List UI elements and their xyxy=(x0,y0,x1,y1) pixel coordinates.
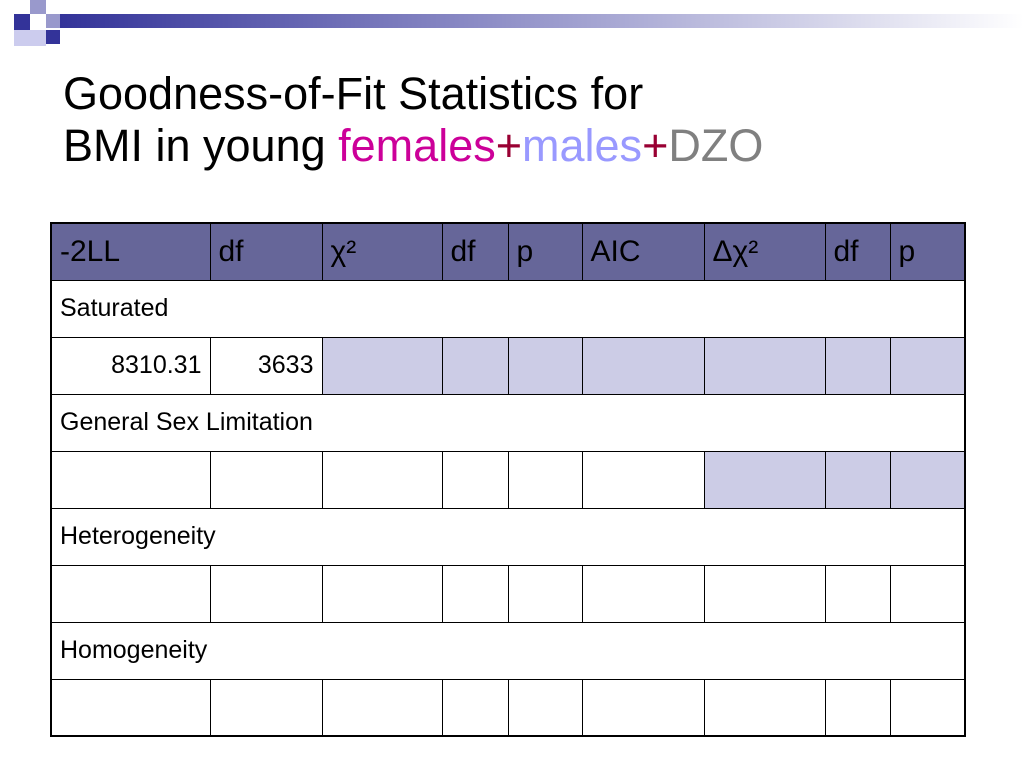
title-dzo: DZO xyxy=(668,120,764,171)
data-cell xyxy=(703,450,826,509)
header-cell: df xyxy=(209,222,323,281)
decor-square xyxy=(46,30,60,44)
title-text: BMI in young xyxy=(63,120,339,171)
data-cell xyxy=(321,336,443,395)
section-row: Saturated xyxy=(50,279,966,338)
section-row: Homogeneity xyxy=(50,621,966,680)
section-label: Saturated xyxy=(50,279,966,338)
data-cell xyxy=(50,678,211,737)
title-plus: + xyxy=(495,120,523,171)
decor-square xyxy=(46,14,60,28)
data-cell xyxy=(581,450,705,509)
data-cell xyxy=(824,450,891,509)
decor-bar xyxy=(60,14,1024,28)
data-cell xyxy=(889,336,966,395)
decor-square xyxy=(14,14,30,30)
data-cell xyxy=(824,678,891,737)
data-cell xyxy=(703,336,826,395)
section-label: Heterogeneity xyxy=(50,507,966,566)
header-cell: -2LL xyxy=(50,222,211,281)
decor-square xyxy=(14,30,30,46)
data-cell xyxy=(824,564,891,623)
data-row xyxy=(50,678,966,737)
section-row: General Sex Limitation xyxy=(50,393,966,452)
header-cell: p xyxy=(889,222,966,281)
section-label: Homogeneity xyxy=(50,621,966,680)
data-row xyxy=(50,450,966,509)
data-cell xyxy=(441,564,509,623)
header-cell: AIC xyxy=(581,222,705,281)
data-cell xyxy=(889,564,966,623)
data-cell xyxy=(507,678,583,737)
data-cell xyxy=(209,564,323,623)
data-cell xyxy=(703,678,826,737)
data-cell xyxy=(703,564,826,623)
data-cell xyxy=(581,678,705,737)
data-cell xyxy=(507,336,583,395)
header-cell: df xyxy=(824,222,891,281)
decor-square xyxy=(30,0,46,14)
data-cell xyxy=(321,564,443,623)
data-cell xyxy=(507,564,583,623)
data-cell xyxy=(321,678,443,737)
title-line: BMI in young females+males+DZO xyxy=(63,120,763,172)
data-cell xyxy=(50,450,211,509)
data-cell xyxy=(321,450,443,509)
title-line: Goodness-of-Fit Statistics for xyxy=(63,68,644,119)
section-row: Heterogeneity xyxy=(50,507,966,566)
data-cell xyxy=(441,678,509,737)
data-cell xyxy=(209,450,323,509)
data-cell: 3633 xyxy=(209,336,323,395)
data-cell: 8310.31 xyxy=(50,336,211,395)
data-cell xyxy=(50,564,211,623)
data-cell xyxy=(581,564,705,623)
data-row xyxy=(50,564,966,623)
title: Goodness-of-Fit Statistics for BMI in yo… xyxy=(63,68,763,172)
data-row: 8310.31 3633 xyxy=(50,336,966,395)
header-cell: df xyxy=(441,222,509,281)
header-cell: p xyxy=(507,222,583,281)
data-cell xyxy=(507,450,583,509)
title-females: females xyxy=(338,120,496,171)
title-plus: + xyxy=(642,120,669,171)
data-cell xyxy=(581,336,705,395)
fit-table: -2LL df χ² df p AIC Δχ² df p Saturated 8310.31 3633… xyxy=(50,222,966,737)
data-cell xyxy=(209,678,323,737)
data-cell xyxy=(441,336,509,395)
header-cell: Δχ² xyxy=(703,222,826,281)
title-males: males xyxy=(522,120,643,171)
section-label: General Sex Limitation xyxy=(50,393,966,452)
decor-square xyxy=(30,30,46,46)
data-cell xyxy=(889,450,966,509)
data-cell xyxy=(441,450,509,509)
data-cell xyxy=(889,678,966,737)
header-row: -2LL df χ² df p AIC Δχ² df p xyxy=(50,222,966,281)
data-cell xyxy=(824,336,891,395)
header-cell: χ² xyxy=(321,222,443,281)
